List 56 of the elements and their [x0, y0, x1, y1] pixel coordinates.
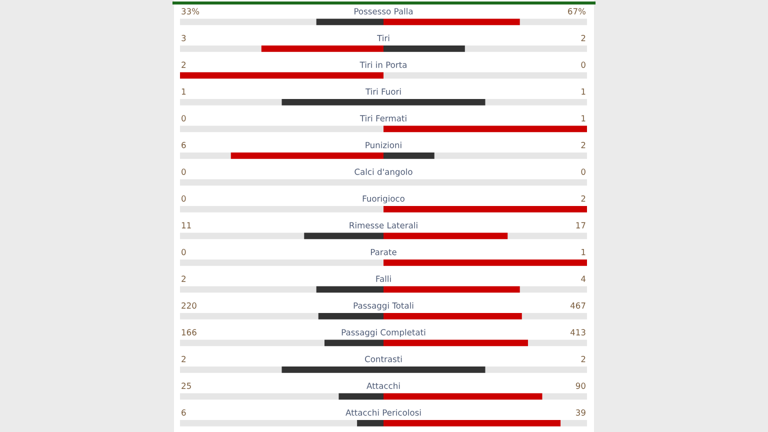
annotation: 0 [182, 168, 186, 175]
annotation: 90 [576, 382, 586, 389]
annotation: 1 [582, 88, 586, 95]
annotation: 17 [576, 222, 586, 228]
annotation: 25 [182, 382, 191, 389]
annotation: 2 [581, 142, 586, 148]
annotation: 166 [182, 329, 196, 336]
annotation: 67% [568, 8, 586, 14]
annotation: 2 [182, 62, 186, 68]
annotation: 4 [581, 276, 586, 282]
bar [304, 232, 384, 240]
annotation: 0 [581, 168, 586, 175]
annotation: 0 [581, 62, 586, 68]
bar [318, 312, 384, 320]
annotation: 3 [182, 34, 186, 42]
annotation: 1 [582, 249, 586, 256]
bar [384, 232, 508, 240]
y-tick-label: Tiri Fermati [360, 114, 406, 122]
annotation: 33% [182, 8, 200, 14]
y-tick-label: Possesso Palla [354, 8, 413, 14]
y-tick-label: Calci d'angolo [354, 168, 412, 177]
bar [357, 420, 384, 426]
annotation: 220 [182, 302, 196, 309]
annotation: 0 [182, 115, 186, 122]
bar [324, 340, 384, 346]
annotation: 39 [576, 409, 586, 416]
annotation: 467 [570, 302, 586, 309]
y-tick-label: Tiri in Porta [360, 61, 406, 68]
annotation: 0 [182, 248, 186, 256]
annotation: 6 [182, 409, 186, 416]
annotation: 2 [581, 356, 586, 362]
y-tick-label: Tiri [377, 34, 390, 42]
annotation: 1 [182, 88, 186, 95]
y-tick-label: Punizioni [366, 142, 402, 148]
y-tick-label: Contrasti [365, 356, 402, 362]
y-tick-label: Tiri Fuori [365, 88, 401, 95]
y-tick-label: Parate [370, 249, 396, 256]
annotation: 2 [581, 195, 586, 202]
annotation: 2 [581, 34, 586, 42]
annotation: 413 [570, 329, 586, 336]
y-tick-label: Attacchi [366, 382, 400, 389]
annotation: 11 [182, 222, 191, 228]
bar [316, 286, 384, 293]
annotation: 1 [582, 115, 586, 122]
annotation: 0 [182, 195, 186, 202]
y-tick-label: Passaggi Completati [342, 328, 426, 338]
bar [316, 18, 384, 26]
annotation: 6 [182, 142, 186, 148]
y-tick-label: Rimesse Laterali [350, 222, 418, 228]
y-tick-label: Fuorigioco [362, 195, 404, 204]
annotation: 2 [182, 356, 186, 362]
y-tick-label: Falli [376, 275, 391, 282]
annotation: 2 [182, 276, 186, 282]
y-tick-label: Passaggi Totali [354, 302, 414, 310]
y-tick-label: Attacchi Pericolosi [346, 409, 421, 416]
bar [338, 393, 384, 400]
